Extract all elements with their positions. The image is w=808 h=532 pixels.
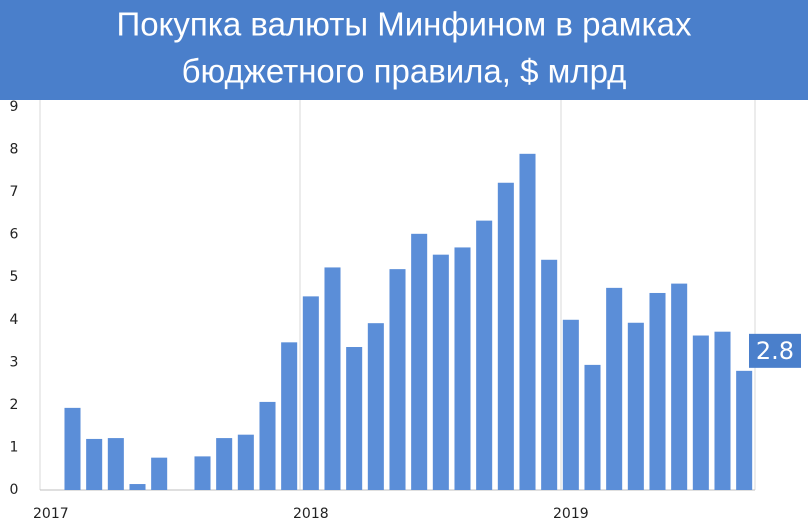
bar (64, 407, 81, 490)
x-tick-label: 2018 (293, 506, 329, 522)
bar (194, 456, 211, 490)
bar (129, 484, 146, 490)
y-tick-label: 8 (10, 142, 19, 158)
bar (627, 322, 644, 490)
bar (281, 342, 298, 490)
y-tick-label: 7 (10, 184, 19, 200)
bar (237, 434, 254, 490)
bar (584, 364, 601, 490)
bar (432, 254, 449, 490)
bar (411, 233, 428, 490)
bar (736, 370, 753, 490)
bar (476, 220, 493, 490)
chart-title: бюджетного правила, $ млрд (182, 53, 627, 90)
value-label-box (749, 333, 801, 368)
bar (692, 335, 709, 490)
bar (346, 347, 363, 490)
bar (541, 259, 558, 490)
x-tick-label: 2017 (33, 506, 69, 522)
bar (714, 331, 731, 490)
bar (151, 457, 168, 490)
bar (562, 319, 579, 490)
bar (324, 267, 341, 490)
bar (259, 401, 276, 490)
bar (216, 438, 233, 490)
bar (606, 287, 623, 490)
bar (454, 247, 471, 490)
bar (86, 438, 103, 490)
x-tick-label: 2019 (553, 506, 589, 522)
bar (302, 296, 319, 490)
bar (107, 438, 124, 490)
y-tick-label: 2 (10, 397, 19, 413)
bar (519, 153, 536, 491)
y-tick-label: 6 (10, 227, 19, 243)
bar (497, 182, 514, 490)
y-tick-label: 5 (10, 269, 19, 285)
chart-title: Покупка валюты Минфином в рамках (116, 6, 692, 43)
bar (367, 323, 384, 490)
y-tick-label: 9 (10, 99, 19, 115)
y-tick-label: 3 (10, 354, 19, 370)
y-tick-label: 0 (10, 482, 19, 498)
title-banner (0, 0, 808, 100)
value-label: 2.8 (756, 337, 794, 365)
bar (649, 292, 666, 490)
bar (671, 283, 688, 490)
y-tick-label: 4 (10, 312, 19, 328)
y-tick-label: 1 (10, 439, 19, 455)
bar (389, 269, 406, 490)
